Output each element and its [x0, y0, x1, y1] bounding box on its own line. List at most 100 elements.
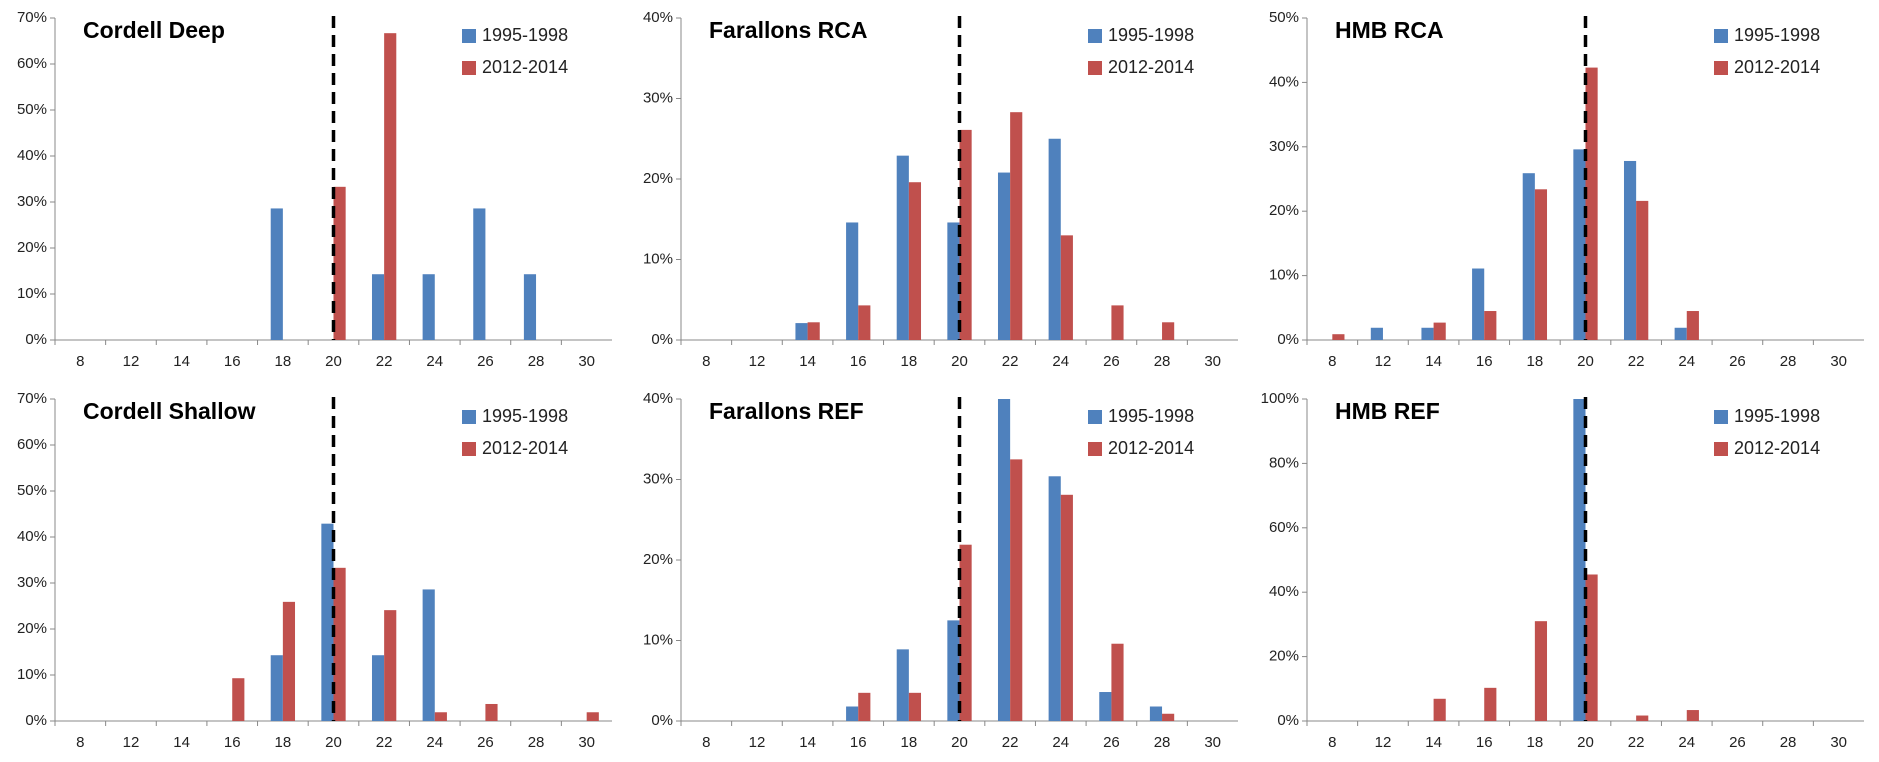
- bar: [473, 208, 486, 340]
- bar: [959, 129, 972, 340]
- x-tick-label: 20: [1577, 734, 1594, 751]
- legend-label: 1995-1998: [482, 25, 568, 45]
- bar: [997, 399, 1011, 721]
- x-tick-label: 22: [1628, 353, 1645, 370]
- chart-title: Cordell Shallow: [83, 398, 256, 424]
- x-tick-label: 8: [1328, 353, 1336, 370]
- bar: [896, 649, 909, 721]
- y-tick-label: 30%: [643, 89, 673, 106]
- x-tick-label: 28: [1780, 734, 1797, 751]
- legend-swatch: [462, 61, 476, 75]
- bar: [1585, 574, 1598, 721]
- y-tick-label: 70%: [17, 9, 47, 26]
- x-tick-label: 20: [951, 734, 968, 751]
- x-tick-label: 30: [1830, 734, 1847, 751]
- x-tick-label: 12: [749, 734, 766, 751]
- bar: [1048, 138, 1061, 340]
- legend-label: 1995-1998: [1108, 25, 1194, 45]
- legend-label: 2012-2014: [1108, 57, 1194, 77]
- y-tick-label: 0%: [25, 331, 47, 348]
- x-tick-label: 26: [1103, 734, 1120, 751]
- x-tick-label: 14: [1425, 734, 1442, 751]
- chart-panel: 0% 10% 20% 30% 40% 50% 8 12 14 16 18 20 22 24 26 28 30 HM…: [1269, 9, 1864, 370]
- chart-title: HMB REF: [1335, 398, 1440, 424]
- x-tick-label: 16: [1476, 734, 1493, 751]
- legend-swatch: [1714, 61, 1728, 75]
- chart-panel: 0% 10% 20% 30% 40% 8 12 14 16 18 20 22 24 26 28 30 Faral…: [643, 390, 1238, 751]
- bar: [422, 589, 435, 721]
- bar: [1433, 698, 1446, 721]
- x-tick-label: 30: [1204, 353, 1221, 370]
- chart-panel: 0% 20% 40% 60% 80% 100% 8 12 14 16 18 20 22 24 26 28 30 H…: [1261, 390, 1864, 751]
- y-tick-label: 0%: [1277, 331, 1299, 348]
- bar: [1421, 327, 1434, 340]
- bar: [908, 182, 922, 340]
- y-tick-label: 30%: [1269, 138, 1299, 155]
- y-tick-label: 80%: [1269, 454, 1299, 471]
- bar: [908, 692, 922, 721]
- y-tick-label: 50%: [17, 101, 47, 118]
- bar: [1060, 235, 1073, 340]
- bar: [1010, 112, 1023, 340]
- bar: [959, 544, 972, 721]
- bar: [384, 33, 397, 341]
- bar: [1111, 643, 1124, 721]
- bar: [1370, 327, 1383, 340]
- chart-title: Cordell Deep: [83, 17, 225, 43]
- bar: [1433, 322, 1446, 340]
- bar: [1484, 687, 1497, 721]
- x-tick-label: 24: [426, 734, 443, 751]
- x-tick-label: 24: [1678, 353, 1695, 370]
- x-tick-label: 12: [123, 353, 140, 370]
- x-tick-label: 12: [1375, 734, 1392, 751]
- x-tick-label: 20: [951, 353, 968, 370]
- bar: [1522, 173, 1535, 340]
- bar: [858, 692, 871, 721]
- y-tick-label: 70%: [17, 390, 47, 407]
- x-tick-label: 24: [1052, 353, 1069, 370]
- bar: [270, 655, 283, 721]
- x-tick-label: 20: [1577, 353, 1594, 370]
- x-tick-label: 22: [376, 734, 393, 751]
- bar: [1162, 322, 1175, 340]
- y-tick-label: 0%: [1277, 712, 1299, 729]
- y-tick-label: 20%: [1269, 648, 1299, 665]
- y-tick-label: 100%: [1261, 390, 1299, 407]
- x-tick-label: 14: [1425, 353, 1442, 370]
- chart-title: HMB RCA: [1335, 17, 1444, 43]
- y-tick-label: 50%: [1269, 9, 1299, 26]
- x-tick-label: 8: [1328, 734, 1336, 751]
- legend-swatch: [1088, 442, 1102, 456]
- bar: [1060, 494, 1073, 721]
- bar: [485, 703, 498, 721]
- y-tick-label: 60%: [17, 55, 47, 72]
- x-tick-label: 14: [799, 734, 816, 751]
- legend-swatch: [462, 442, 476, 456]
- bar: [1472, 268, 1485, 340]
- chart-title: Farallons RCA: [709, 17, 867, 43]
- y-tick-label: 10%: [643, 250, 673, 267]
- x-tick-label: 16: [224, 734, 241, 751]
- bar: [321, 523, 334, 721]
- y-tick-label: 10%: [1269, 267, 1299, 284]
- bar: [434, 712, 447, 721]
- bar: [1636, 715, 1649, 721]
- y-tick-label: 60%: [17, 436, 47, 453]
- bar: [371, 655, 385, 721]
- x-tick-label: 12: [749, 353, 766, 370]
- bar: [523, 274, 537, 340]
- y-tick-label: 20%: [643, 170, 673, 187]
- legend-swatch: [1714, 410, 1728, 424]
- bar: [846, 706, 859, 721]
- x-tick-label: 22: [376, 353, 393, 370]
- x-tick-label: 8: [702, 734, 710, 751]
- x-tick-label: 26: [477, 734, 494, 751]
- y-tick-label: 0%: [25, 712, 47, 729]
- legend-swatch: [462, 410, 476, 424]
- x-tick-label: 18: [275, 353, 292, 370]
- x-tick-label: 16: [1476, 353, 1493, 370]
- x-tick-label: 30: [1830, 353, 1847, 370]
- chart-panel: 0% 10% 20% 30% 40% 8 12 14 16 18 20 22 24 26 28 30 Faral…: [643, 9, 1238, 370]
- x-tick-label: 18: [1527, 734, 1544, 751]
- x-tick-label: 12: [123, 734, 140, 751]
